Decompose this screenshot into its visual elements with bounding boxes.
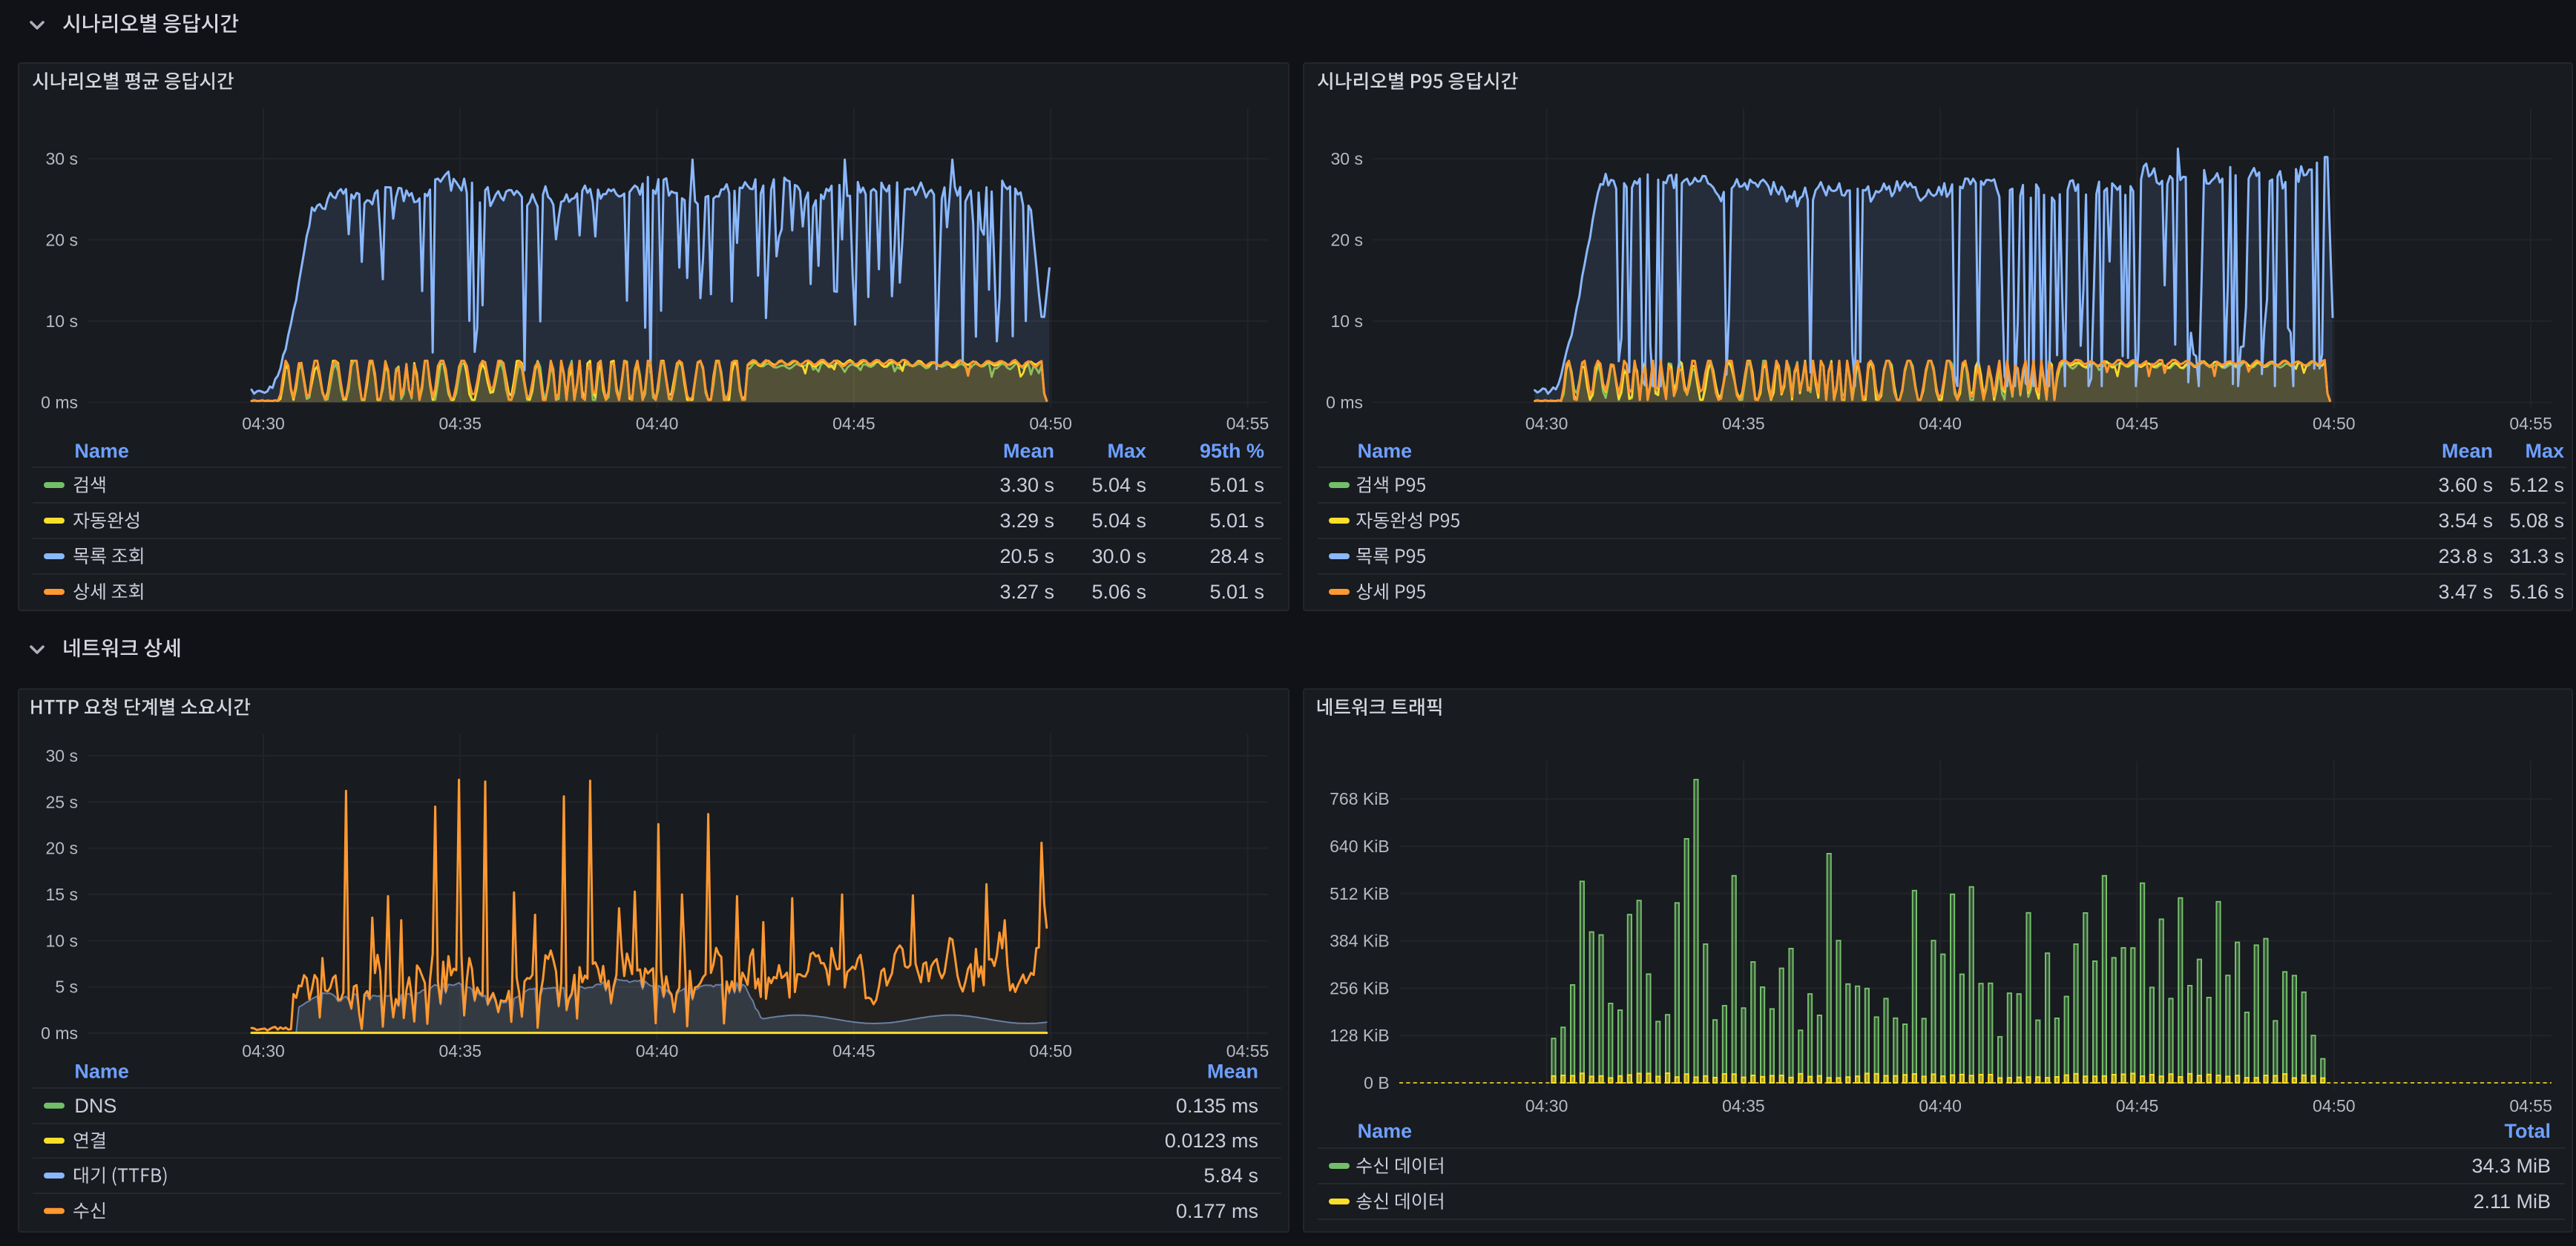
svg-text:04:40: 04:40: [1918, 414, 1961, 433]
svg-text:10 s: 10 s: [45, 312, 77, 331]
svg-text:04:35: 04:35: [438, 414, 482, 433]
svg-text:5 s: 5 s: [54, 978, 77, 997]
svg-text:3.30 s: 3.30 s: [999, 474, 1054, 496]
svg-text:0.0123 ms: 0.0123 ms: [1164, 1130, 1258, 1152]
svg-text:5.06 s: 5.06 s: [1091, 581, 1146, 603]
svg-text:10 s: 10 s: [1330, 312, 1362, 331]
svg-text:5.08 s: 5.08 s: [2508, 510, 2563, 532]
svg-text:04:50: 04:50: [1028, 1041, 1071, 1061]
svg-text:04:45: 04:45: [832, 1041, 875, 1061]
svg-text:2.11 MiB: 2.11 MiB: [2472, 1190, 2550, 1213]
svg-text:31.3 s: 31.3 s: [2508, 545, 2563, 567]
svg-text:Max: Max: [2524, 440, 2563, 462]
svg-text:20 s: 20 s: [1330, 230, 1362, 249]
svg-text:04:40: 04:40: [635, 414, 678, 433]
svg-text:95th %: 95th %: [1199, 440, 1264, 462]
svg-text:04:55: 04:55: [1226, 1041, 1269, 1061]
svg-text:04:55: 04:55: [1226, 414, 1269, 433]
svg-text:04:35: 04:35: [1721, 414, 1764, 433]
svg-text:04:40: 04:40: [635, 1041, 678, 1061]
svg-text:15 s: 15 s: [45, 885, 77, 904]
svg-text:0.177 ms: 0.177 ms: [1175, 1200, 1258, 1222]
svg-text:30 s: 30 s: [1330, 149, 1362, 168]
svg-text:Mean: Mean: [1206, 1061, 1258, 1083]
svg-text:5.01 s: 5.01 s: [1209, 510, 1264, 532]
svg-text:512 KiB: 512 KiB: [1329, 884, 1389, 903]
svg-text:10 s: 10 s: [45, 931, 77, 950]
svg-text:3.54 s: 3.54 s: [2437, 510, 2492, 532]
svg-text:28.4 s: 28.4 s: [1209, 545, 1264, 567]
svg-text:Total: Total: [2504, 1120, 2551, 1142]
svg-text:04:40: 04:40: [1918, 1096, 1961, 1115]
svg-text:0 ms: 0 ms: [40, 1024, 77, 1043]
svg-text:Max: Max: [1106, 440, 1146, 462]
svg-text:0 ms: 0 ms: [1325, 392, 1362, 412]
svg-text:Mean: Mean: [1002, 440, 1054, 462]
svg-text:128 KiB: 128 KiB: [1329, 1026, 1389, 1045]
svg-text:Name: Name: [1357, 1120, 1412, 1142]
svg-text:04:55: 04:55: [2508, 414, 2552, 433]
svg-text:04:45: 04:45: [832, 414, 875, 433]
svg-text:04:30: 04:30: [1525, 1096, 1568, 1115]
svg-text:0 B: 0 B: [1363, 1073, 1389, 1092]
svg-text:04:45: 04:45: [2115, 1096, 2158, 1115]
svg-text:5.84 s: 5.84 s: [1203, 1164, 1258, 1187]
svg-text:Name: Name: [1357, 440, 1412, 462]
svg-text:04:30: 04:30: [1525, 414, 1568, 433]
svg-text:3.29 s: 3.29 s: [999, 510, 1054, 532]
svg-text:384 KiB: 384 KiB: [1329, 932, 1389, 951]
svg-text:25 s: 25 s: [45, 792, 77, 811]
svg-text:30 s: 30 s: [45, 746, 77, 765]
svg-text:Name: Name: [73, 1061, 128, 1083]
svg-text:23.8 s: 23.8 s: [2437, 545, 2492, 567]
svg-text:3.60 s: 3.60 s: [2437, 474, 2492, 496]
svg-text:3.27 s: 3.27 s: [999, 581, 1054, 603]
svg-text:5.01 s: 5.01 s: [1209, 474, 1264, 496]
svg-text:34.3 MiB: 34.3 MiB: [2471, 1155, 2550, 1177]
svg-text:Mean: Mean: [2441, 440, 2492, 462]
svg-text:04:30: 04:30: [241, 414, 284, 433]
svg-text:30.0 s: 30.0 s: [1091, 545, 1146, 567]
svg-text:5.04 s: 5.04 s: [1091, 510, 1146, 532]
svg-text:5.04 s: 5.04 s: [1091, 474, 1146, 496]
svg-text:04:35: 04:35: [438, 1041, 482, 1061]
svg-text:640 KiB: 640 KiB: [1329, 837, 1389, 856]
svg-text:5.12 s: 5.12 s: [2508, 474, 2563, 496]
svg-text:04:45: 04:45: [2115, 414, 2158, 433]
svg-text:DNS: DNS: [73, 1095, 116, 1117]
svg-text:20 s: 20 s: [45, 230, 77, 249]
svg-text:768 KiB: 768 KiB: [1329, 789, 1389, 808]
svg-text:04:50: 04:50: [2312, 414, 2355, 433]
svg-text:Name: Name: [73, 440, 128, 462]
svg-text:0.135 ms: 0.135 ms: [1175, 1095, 1258, 1117]
svg-text:20.5 s: 20.5 s: [999, 545, 1054, 567]
svg-text:0 ms: 0 ms: [40, 392, 77, 412]
svg-text:04:55: 04:55: [2508, 1096, 2552, 1115]
svg-text:5.16 s: 5.16 s: [2508, 581, 2563, 603]
svg-text:04:35: 04:35: [1721, 1096, 1764, 1115]
svg-text:04:50: 04:50: [2312, 1096, 2355, 1115]
svg-text:3.47 s: 3.47 s: [2437, 581, 2492, 603]
svg-text:20 s: 20 s: [45, 839, 77, 858]
svg-text:5.01 s: 5.01 s: [1209, 581, 1264, 603]
svg-text:04:50: 04:50: [1028, 414, 1071, 433]
svg-text:256 KiB: 256 KiB: [1329, 978, 1389, 998]
svg-text:30 s: 30 s: [45, 149, 77, 168]
svg-text:04:30: 04:30: [241, 1041, 284, 1061]
